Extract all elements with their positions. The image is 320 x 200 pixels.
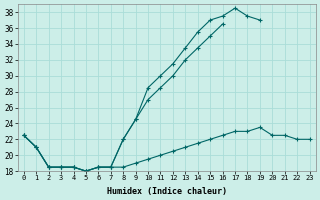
X-axis label: Humidex (Indice chaleur): Humidex (Indice chaleur) [107, 187, 227, 196]
